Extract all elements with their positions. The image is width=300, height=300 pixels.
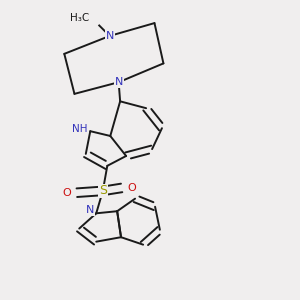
Text: N: N	[85, 205, 94, 215]
Text: S: S	[99, 184, 107, 197]
Text: NH: NH	[72, 124, 87, 134]
Text: N: N	[106, 31, 114, 41]
Text: N: N	[115, 77, 123, 87]
Text: H₃C: H₃C	[70, 13, 89, 23]
Text: O: O	[128, 183, 136, 193]
Text: O: O	[62, 188, 71, 198]
